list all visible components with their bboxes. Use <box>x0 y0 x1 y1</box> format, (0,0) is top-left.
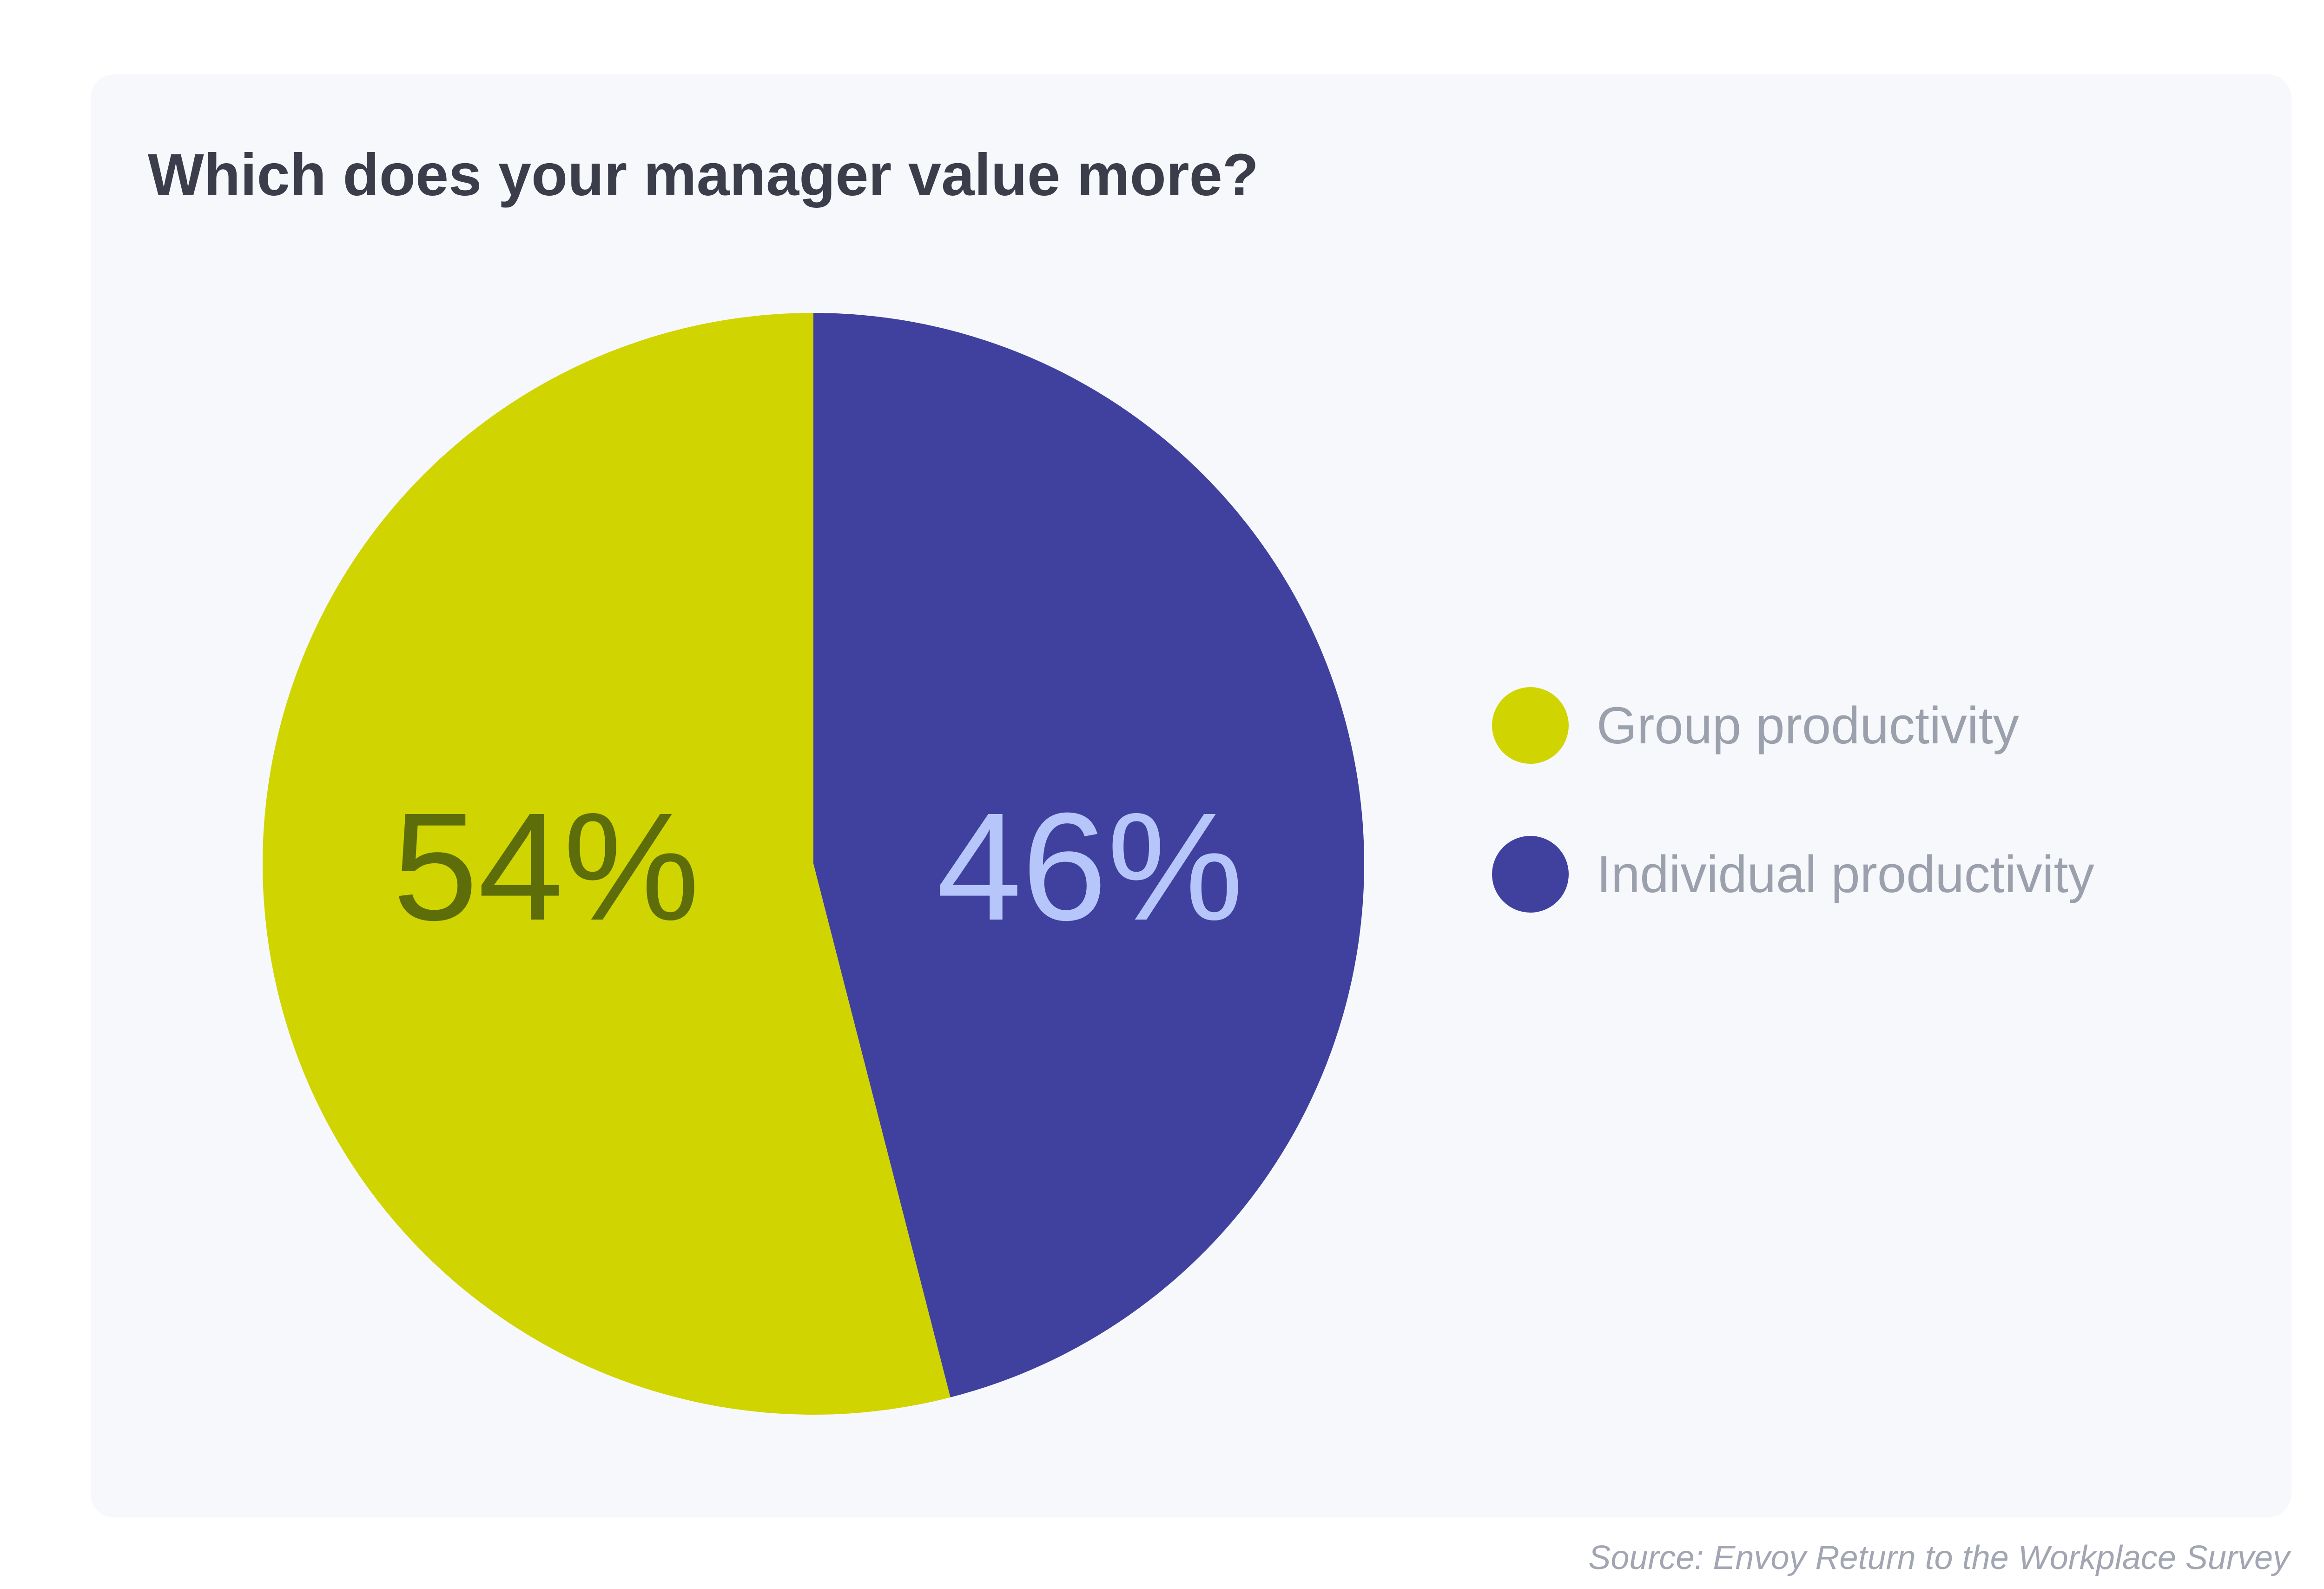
legend-label-group: Group productivity <box>1597 696 2019 755</box>
legend-item-group-productivity: Group productivity <box>1492 686 2094 765</box>
legend: Group productivity Individual productivi… <box>1492 686 2094 983</box>
pie-slice-group-productivity <box>263 313 951 1415</box>
legend-swatch-individual <box>1492 835 1569 913</box>
pie-labels: 54% 46% <box>393 781 1243 952</box>
pie-label-individual-productivity: 46% <box>937 781 1243 952</box>
legend-swatch-group <box>1492 687 1569 764</box>
pie-slices <box>263 313 1365 1415</box>
pie-label-group-productivity: 54% <box>393 781 700 952</box>
source-note: Source: Envoy Return to the Workplace Su… <box>1588 1539 2290 1576</box>
pie-slice-individual-productivity <box>813 313 1365 1397</box>
legend-label-individual: Individual productivity <box>1597 845 2094 903</box>
legend-item-individual-productivity: Individual productivity <box>1492 834 2094 914</box>
chart-title: Which does your manager value more? <box>148 142 1259 208</box>
